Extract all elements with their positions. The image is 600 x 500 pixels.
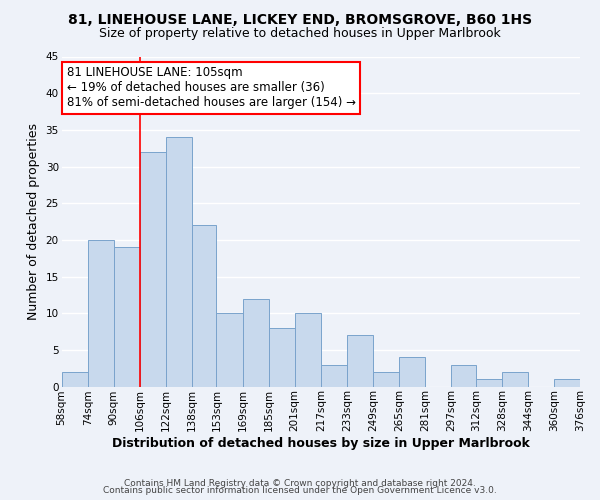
Text: 81, LINEHOUSE LANE, LICKEY END, BROMSGROVE, B60 1HS: 81, LINEHOUSE LANE, LICKEY END, BROMSGRO…	[68, 12, 532, 26]
Bar	[295, 313, 321, 386]
Y-axis label: Number of detached properties: Number of detached properties	[27, 123, 40, 320]
Bar	[347, 335, 373, 386]
Bar	[502, 372, 528, 386]
Bar	[554, 379, 580, 386]
Bar	[192, 225, 217, 386]
Text: 81 LINEHOUSE LANE: 105sqm
← 19% of detached houses are smaller (36)
81% of semi-: 81 LINEHOUSE LANE: 105sqm ← 19% of detac…	[67, 66, 356, 110]
X-axis label: Distribution of detached houses by size in Upper Marlbrook: Distribution of detached houses by size …	[112, 437, 530, 450]
Bar	[399, 357, 425, 386]
Bar	[62, 372, 88, 386]
Bar	[114, 247, 140, 386]
Bar	[217, 313, 242, 386]
Bar	[269, 328, 295, 386]
Bar	[321, 364, 347, 386]
Bar	[451, 364, 476, 386]
Bar	[88, 240, 114, 386]
Text: Size of property relative to detached houses in Upper Marlbrook: Size of property relative to detached ho…	[99, 28, 501, 40]
Bar	[476, 379, 502, 386]
Bar	[242, 298, 269, 386]
Bar	[373, 372, 399, 386]
Text: Contains HM Land Registry data © Crown copyright and database right 2024.: Contains HM Land Registry data © Crown c…	[124, 478, 476, 488]
Bar	[166, 137, 192, 386]
Text: Contains public sector information licensed under the Open Government Licence v3: Contains public sector information licen…	[103, 486, 497, 495]
Bar	[140, 152, 166, 386]
